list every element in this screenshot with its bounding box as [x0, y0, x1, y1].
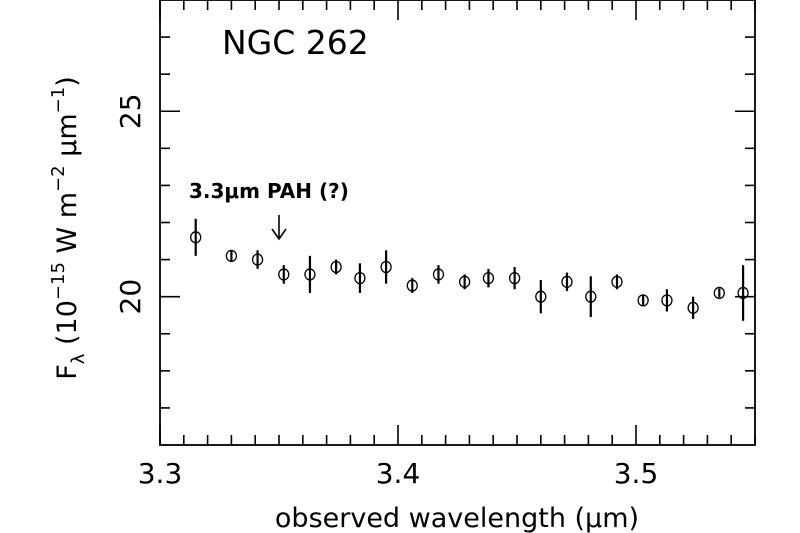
- data-point: [637, 294, 649, 307]
- x-tick-label: 3.3: [138, 457, 183, 490]
- data-point: [225, 249, 238, 263]
- data-point: [611, 275, 623, 288]
- data-point: [535, 290, 547, 303]
- data-point: [190, 231, 202, 244]
- data-point: [482, 271, 495, 285]
- data-point: [585, 290, 597, 303]
- data-point: [687, 301, 699, 314]
- pah-arrow-head: [271, 228, 287, 241]
- data-point: [278, 268, 290, 281]
- y-axis-label: Fλ (10−15 W m−2 μm−1): [48, 76, 89, 380]
- data-point: [330, 260, 342, 274]
- x-tick-label: 3.5: [614, 457, 659, 490]
- data-point: [304, 268, 316, 281]
- chart-title: NGC 262: [222, 23, 369, 62]
- data-point: [508, 271, 521, 285]
- svg-text:observed wavelength (μm): observed wavelength (μm): [275, 503, 639, 533]
- data-point: [251, 253, 264, 266]
- data-point: [561, 275, 573, 288]
- pah-annotation: 3.3μm PAH (?): [189, 179, 349, 241]
- pah-annotation-label: 3.3μm PAH (?): [189, 179, 349, 203]
- data-point: [458, 275, 471, 288]
- y-tick-label: 20: [114, 279, 147, 315]
- data-point: [661, 294, 673, 307]
- y-tick-label: 25: [114, 93, 147, 129]
- x-tick-label: 3.4: [376, 457, 421, 490]
- data-point: [354, 271, 366, 285]
- data-points: [190, 218, 749, 321]
- x-axis-label: observed wavelength (μm): [275, 503, 639, 533]
- data-point: [737, 286, 749, 300]
- x-axis-ticks: 3.3 3.4 3.5: [138, 0, 756, 490]
- svg-text:Fλ (10−15 W m−2 μm−1): Fλ (10−15 W m−2 μm−1): [48, 76, 89, 380]
- data-point: [432, 268, 445, 281]
- data-point: [406, 279, 418, 292]
- plot-frame: [159, 0, 756, 446]
- data-point: [380, 260, 392, 274]
- data-point: [713, 286, 725, 300]
